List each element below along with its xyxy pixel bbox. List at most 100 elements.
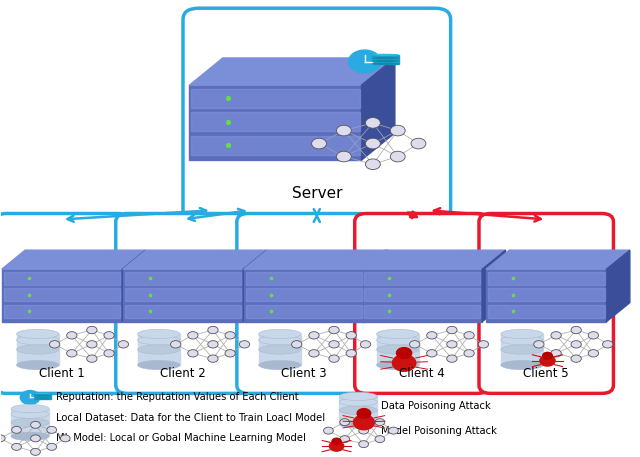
Circle shape — [447, 340, 457, 348]
Circle shape — [427, 332, 437, 339]
Circle shape — [571, 355, 581, 362]
FancyBboxPatch shape — [116, 213, 250, 393]
Circle shape — [464, 332, 474, 339]
Ellipse shape — [35, 395, 51, 396]
Circle shape — [324, 427, 333, 434]
Ellipse shape — [372, 57, 399, 59]
Circle shape — [410, 340, 420, 348]
Polygon shape — [372, 61, 399, 64]
Circle shape — [411, 138, 426, 149]
Polygon shape — [35, 393, 51, 395]
Circle shape — [31, 448, 40, 455]
Ellipse shape — [138, 329, 180, 339]
Polygon shape — [339, 396, 377, 424]
Polygon shape — [2, 269, 122, 322]
Ellipse shape — [259, 345, 301, 354]
Ellipse shape — [339, 420, 377, 428]
Ellipse shape — [376, 335, 419, 345]
Polygon shape — [122, 250, 145, 322]
Circle shape — [208, 340, 218, 348]
Circle shape — [534, 340, 544, 348]
Circle shape — [292, 340, 302, 348]
Circle shape — [447, 355, 457, 362]
Circle shape — [551, 332, 561, 339]
Circle shape — [12, 426, 21, 433]
Circle shape — [239, 340, 250, 348]
Polygon shape — [125, 288, 241, 302]
Polygon shape — [259, 334, 301, 365]
Ellipse shape — [11, 432, 49, 441]
Polygon shape — [372, 55, 399, 58]
Circle shape — [375, 436, 385, 442]
Ellipse shape — [376, 329, 419, 339]
Polygon shape — [501, 334, 543, 365]
Circle shape — [208, 355, 218, 362]
Ellipse shape — [11, 418, 49, 427]
Circle shape — [397, 348, 412, 358]
Polygon shape — [246, 272, 362, 285]
Text: ML Model: Local or Gobal Machine Learning Model: ML Model: Local or Gobal Machine Learnin… — [56, 433, 305, 443]
Polygon shape — [244, 250, 388, 269]
Polygon shape — [2, 250, 145, 269]
Text: Client 5: Client 5 — [524, 367, 569, 380]
Polygon shape — [246, 304, 362, 318]
Circle shape — [359, 427, 369, 434]
Circle shape — [365, 138, 380, 149]
Polygon shape — [364, 304, 480, 318]
Ellipse shape — [35, 396, 51, 398]
Polygon shape — [4, 288, 120, 302]
Circle shape — [543, 352, 552, 359]
Circle shape — [346, 350, 356, 357]
Circle shape — [118, 340, 129, 348]
Polygon shape — [125, 272, 241, 285]
Polygon shape — [11, 409, 49, 436]
Circle shape — [571, 340, 581, 348]
Circle shape — [86, 355, 97, 362]
Polygon shape — [35, 397, 51, 399]
Circle shape — [86, 326, 97, 334]
Circle shape — [353, 415, 374, 430]
Ellipse shape — [35, 393, 51, 394]
Circle shape — [340, 436, 349, 442]
Ellipse shape — [339, 398, 377, 406]
Circle shape — [360, 340, 371, 348]
Polygon shape — [486, 269, 607, 322]
Ellipse shape — [376, 345, 419, 354]
Polygon shape — [362, 58, 395, 160]
Circle shape — [0, 435, 5, 442]
Ellipse shape — [138, 345, 180, 354]
Polygon shape — [482, 250, 506, 322]
FancyBboxPatch shape — [355, 213, 489, 393]
Circle shape — [170, 340, 181, 348]
Ellipse shape — [339, 392, 377, 400]
Polygon shape — [486, 250, 630, 269]
Polygon shape — [125, 304, 241, 318]
Circle shape — [359, 414, 369, 420]
Polygon shape — [362, 250, 506, 269]
Ellipse shape — [372, 57, 399, 59]
Circle shape — [464, 350, 474, 357]
Circle shape — [329, 340, 339, 348]
Circle shape — [208, 326, 218, 334]
Text: Data Poisoning Attack: Data Poisoning Attack — [381, 401, 490, 411]
Polygon shape — [191, 136, 360, 155]
Text: Server: Server — [292, 186, 342, 201]
Circle shape — [346, 332, 356, 339]
Ellipse shape — [259, 335, 301, 345]
Text: Client 2: Client 2 — [160, 367, 206, 380]
Ellipse shape — [501, 329, 543, 339]
Polygon shape — [123, 250, 267, 269]
Circle shape — [47, 443, 56, 450]
Circle shape — [308, 332, 319, 339]
Ellipse shape — [376, 361, 419, 370]
Ellipse shape — [11, 410, 49, 418]
Polygon shape — [364, 288, 480, 302]
Polygon shape — [191, 112, 360, 131]
Polygon shape — [488, 304, 605, 318]
Polygon shape — [364, 250, 388, 322]
Polygon shape — [364, 272, 480, 285]
Circle shape — [588, 350, 598, 357]
Polygon shape — [488, 272, 605, 285]
Polygon shape — [123, 269, 243, 322]
Circle shape — [337, 125, 351, 136]
